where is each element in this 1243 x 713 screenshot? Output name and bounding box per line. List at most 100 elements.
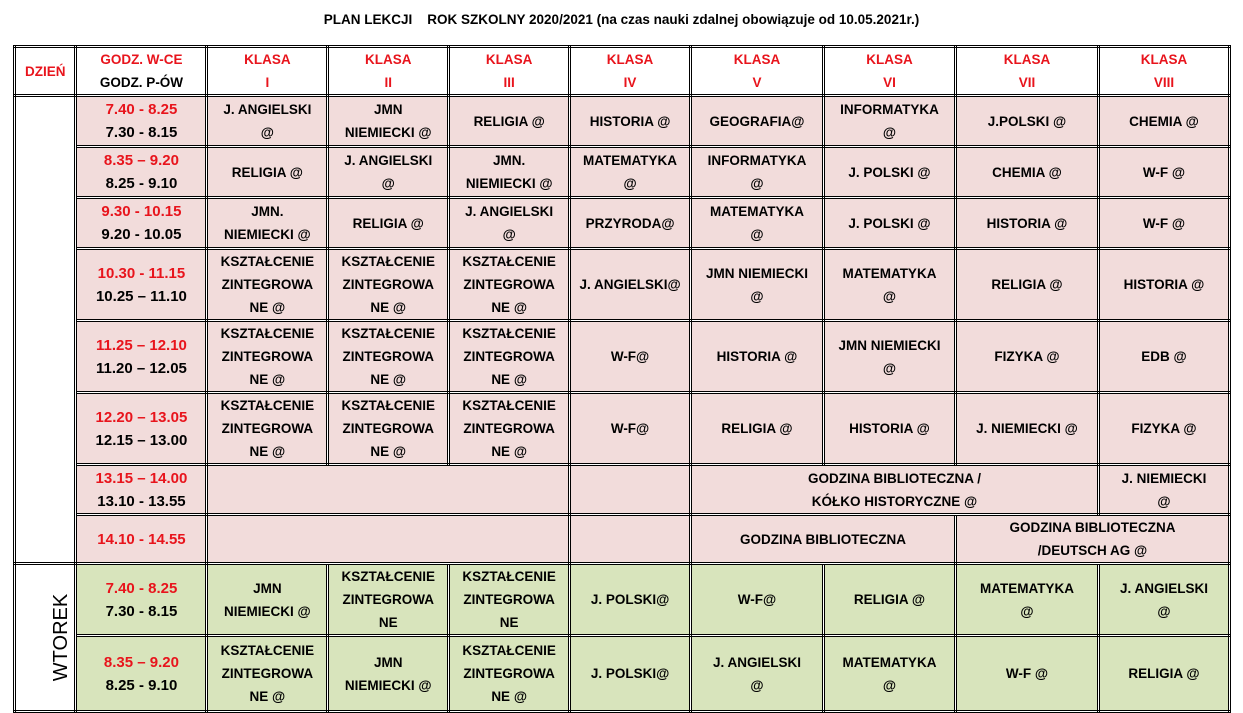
lesson-cell: JMN NIEMIECKI @: [326, 634, 451, 713]
lesson-cell: GODZINA BIBLIOTECZNA: [688, 513, 957, 565]
lesson-row: PONIEDZIAŁEK 7.40 - 8.25 7.30 - 8.15 J. ANG…: [12, 94, 1232, 565]
lesson-row: 8.35 – 9.20 8.25 - 9.10 RELIGIA @ J. ANGIEL…: [15, 145, 1232, 199]
lesson-cell: [568, 513, 692, 565]
lesson-cell: W-F@: [688, 562, 825, 637]
lesson-cell: FIZYKA @: [1096, 391, 1232, 466]
lesson-cell: HISTORIA @: [1096, 247, 1232, 322]
lesson-cell: JMN NIEMIECKI @: [326, 94, 451, 148]
lesson-cell: J.POLSKI @: [953, 94, 1100, 148]
lesson-row: 10.30 - 11.15 10.25 – 11.10 KSZTAŁCENIE ZI…: [15, 247, 1232, 322]
lesson-cell: JMN NIEMIECKI @: [688, 247, 825, 322]
lesson-cell: INFORMATYKA @: [821, 94, 957, 148]
lesson-row: 11.25 – 12.10 11.20 – 12.05 KSZTAŁCENIE ZI…: [15, 319, 1232, 394]
time-cell: 9.30 - 10.15 9.20 - 10.05: [74, 196, 209, 250]
lesson-cell: J. ANGIELSKI @: [205, 94, 330, 148]
lesson-cell: [568, 463, 692, 516]
time-breaks: 11.20 – 12.05: [95, 359, 187, 377]
lesson-cell: GODZINA BIBLIOTECZNA / KÓŁKO HISTORYCZNE…: [688, 463, 1100, 516]
time-classes: 7.40 - 8.25: [105, 579, 178, 597]
lesson-cell: HISTORIA @: [953, 196, 1100, 250]
lesson-row: 14.10 - 14.55 GODZINA BIBLIOTECZNA GODZINA…: [15, 513, 1232, 565]
lesson-cell: KSZTAŁCENIE ZINTEGROWA NE @: [326, 247, 451, 322]
lesson-cell: KSZTAŁCENIE ZINTEGROWA NE @: [205, 634, 330, 713]
time-classes: 8.35 – 9.20: [103, 152, 179, 169]
time-breaks: 7.30 - 8.15: [105, 602, 178, 620]
time-classes: 8.35 – 9.20: [103, 653, 179, 671]
lesson-cell: KSZTAŁCENIE ZINTEGROWA NE @: [205, 319, 330, 394]
time-classes: 12.20 – 13.05: [95, 408, 188, 426]
lesson-cell: KSZTAŁCENIE ZINTEGROWA NE: [326, 562, 451, 637]
day-cell: PONIEDZIAŁEK: [12, 94, 78, 565]
lesson-cell: INFORMATYKA @: [688, 145, 825, 199]
lesson-cell: MATEMATYKA @: [821, 634, 957, 713]
lesson-cell: CHEMIA @: [1096, 94, 1232, 148]
time-classes: 14.10 - 14.55: [97, 530, 186, 548]
lesson-cell: GODZINA BIBLIOTECZNA /DEUTSCH AG @: [953, 513, 1232, 565]
lesson-cell: KSZTAŁCENIE ZINTEGROWA NE @: [326, 319, 451, 394]
lesson-cell: J. POLSKI@: [568, 634, 692, 713]
lesson-cell: MATEMATYKA @: [953, 562, 1100, 637]
lesson-cell: J. POLSKI @: [821, 145, 957, 199]
time-cell: 8.35 – 9.20 8.25 - 9.10: [74, 145, 209, 199]
header-day: DZIEŃ: [12, 45, 78, 97]
time-breaks: 13.10 - 13.55: [97, 492, 186, 510]
lesson-cell: KSZTAŁCENIE ZINTEGROWA NE @: [205, 391, 330, 466]
lesson-cell: KSZTAŁCENIE ZINTEGROWA NE @: [205, 247, 330, 322]
timetable: DZIEŃ GODZ. W-CE GODZ. P-ÓW KLASA I KLASA…: [12, 45, 1232, 713]
header-class: KLASA VII: [953, 45, 1100, 97]
lesson-cell: [205, 513, 572, 565]
lesson-cell: JMN. NIEMIECKI @: [205, 196, 330, 250]
lesson-cell: J. POLSKI@: [568, 562, 692, 637]
lesson-row: WTOREK 7.40 - 8.25 7.30 - 8.15 JMN NIEMIECK…: [12, 562, 1232, 713]
lesson-cell: CHEMIA @: [953, 145, 1100, 199]
lesson-cell: RELIGIA @: [326, 196, 451, 250]
header-class: KLASA I: [205, 45, 330, 97]
time-cell: 8.35 – 9.20 8.25 - 9.10: [74, 634, 209, 713]
header-class: KLASA VI: [821, 45, 957, 97]
lesson-cell: W-F@: [568, 319, 692, 394]
lesson-cell: J. ANGIELSKI @: [1096, 562, 1232, 637]
lesson-cell: KSZTAŁCENIE ZINTEGROWA NE @: [447, 247, 572, 322]
lesson-cell: J. POLSKI @: [821, 196, 957, 250]
lesson-cell: W-F @: [953, 634, 1100, 713]
lesson-cell: KSZTAŁCENIE ZINTEGROWA NE: [447, 562, 572, 637]
lesson-cell: GEOGRAFIA@: [688, 94, 825, 148]
lesson-cell: RELIGIA @: [447, 94, 572, 148]
lesson-row: 9.30 - 10.15 9.20 - 10.05 JMN. NIEMIECKI @…: [15, 196, 1232, 250]
lesson-cell: W-F@: [568, 391, 692, 466]
lesson-row: 8.35 – 9.20 8.25 - 9.10 KSZTAŁCENIE ZINTEG…: [15, 634, 1232, 713]
header-class: KLASA VIII: [1096, 45, 1232, 97]
time-breaks: 8.25 - 9.10: [105, 676, 178, 694]
day-cell: WTOREK: [12, 562, 78, 713]
lesson-cell: J. ANGIELSKI @: [688, 634, 825, 713]
lesson-cell: JMN NIEMIECKI @: [205, 562, 330, 637]
lesson-cell: J. ANGIELSKI @: [326, 145, 451, 199]
lesson-cell: KSZTAŁCENIE ZINTEGROWA NE @: [447, 391, 572, 466]
lesson-cell: RELIGIA @: [821, 562, 957, 637]
time-cell: 11.25 – 12.10 11.20 – 12.05: [74, 319, 209, 394]
time-classes: 13.15 – 14.00: [95, 469, 188, 487]
time-breaks: 10.25 – 11.10: [95, 287, 187, 305]
lesson-cell: HISTORIA @: [688, 319, 825, 394]
lesson-cell: MATEMATYKA @: [821, 247, 957, 322]
time-breaks: 9.20 - 10.05: [101, 226, 182, 243]
lesson-cell: HISTORIA @: [821, 391, 957, 466]
header-class: KLASA III: [447, 45, 572, 97]
lesson-cell: PRZYRODA@: [568, 196, 692, 250]
time-classes: 10.30 - 11.15: [97, 264, 186, 282]
lesson-cell: KSZTAŁCENIE ZINTEGROWA NE @: [326, 391, 451, 466]
lesson-cell: RELIGIA @: [953, 247, 1100, 322]
header-class: KLASA IV: [568, 45, 692, 97]
time-cell: 7.40 - 8.25 7.30 - 8.15: [74, 562, 209, 637]
lesson-cell: J. NIEMIECKI @: [1096, 463, 1232, 516]
lesson-cell: W-F @: [1096, 145, 1232, 199]
lesson-row: 12.20 – 13.05 12.15 – 13.00 KSZTAŁCENIE ZI…: [15, 391, 1232, 466]
lesson-cell: RELIGIA @: [1096, 634, 1232, 713]
header-time: GODZ. W-CE GODZ. P-ÓW: [74, 45, 209, 97]
time-cell: 14.10 - 14.55: [74, 513, 209, 565]
lesson-cell: FIZYKA @: [953, 319, 1100, 394]
lesson-cell: J. ANGIELSKI @: [447, 196, 572, 250]
lesson-cell: W-F @: [1096, 196, 1232, 250]
time-breaks: 7.30 - 8.15: [105, 124, 178, 141]
page-title: PLAN LEKCJI ROK SZKOLNY 2020/2021 (na cz…: [323, 12, 920, 27]
